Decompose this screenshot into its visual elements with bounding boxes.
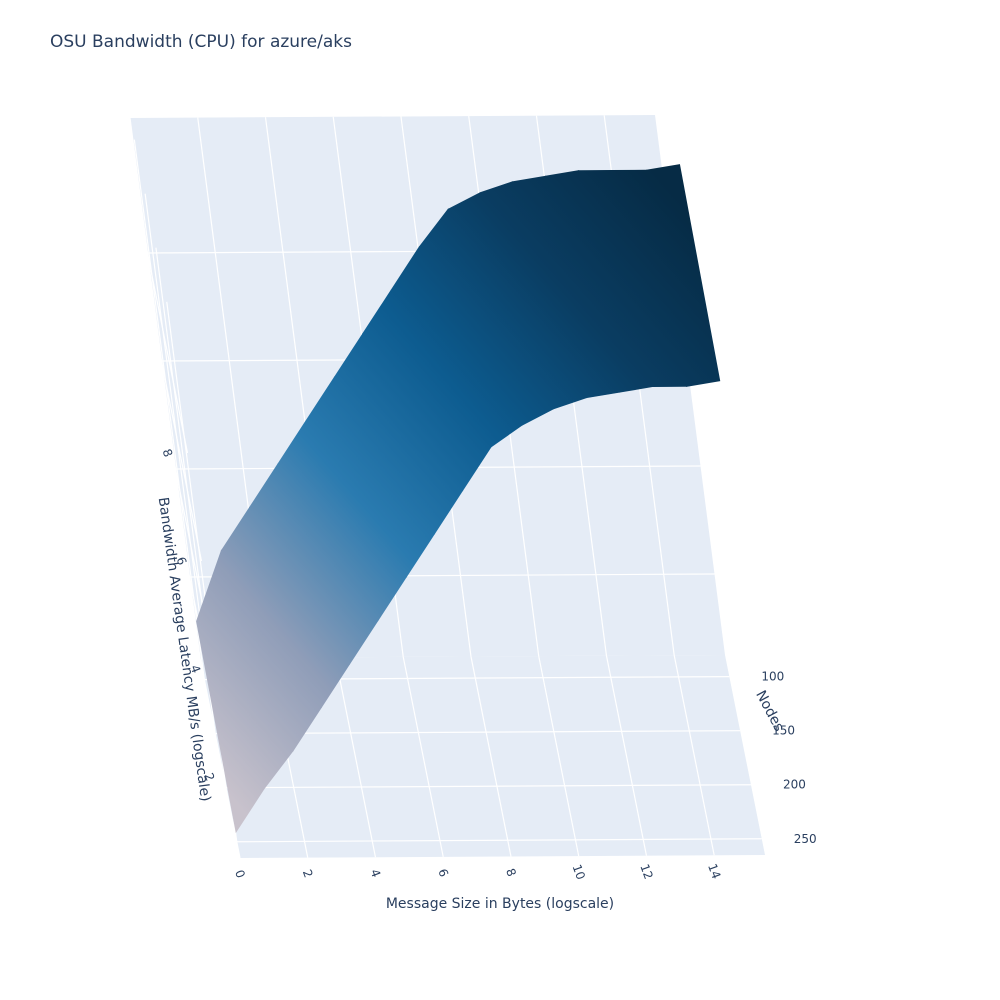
x-tick-label: 6 <box>435 867 451 879</box>
z-tick-label: 8 <box>160 447 176 459</box>
grid-x-floor <box>199 657 241 859</box>
y-tick-label: 150 <box>772 724 795 738</box>
grid-x-floor <box>605 655 648 856</box>
grid-x-floor <box>402 656 444 857</box>
z-axis-ticks: 2 4 6 8 <box>160 447 218 783</box>
x-tick-label: 12 <box>637 862 655 881</box>
y-tick-label: 250 <box>794 832 817 846</box>
surface-segment[interactable] <box>645 164 721 387</box>
chart-title: OSU Bandwidth (CPU) for azure/aks <box>50 32 352 52</box>
x-tick-label: 2 <box>300 868 316 880</box>
x-axis-title: Message Size in Bytes (logscale) <box>386 896 614 912</box>
x-tick-label: 10 <box>570 862 588 881</box>
y-axis-title: Nodes <box>752 688 787 734</box>
grid-x-floor <box>470 656 512 857</box>
grid-x-floor <box>538 655 580 857</box>
z-tick-label: 2 <box>202 771 218 783</box>
x-tick-label: 4 <box>368 867 384 879</box>
floor-plane <box>200 655 765 858</box>
grid-y-floor <box>236 838 762 843</box>
grid-y-floor <box>225 784 751 789</box>
z-tick-label: 6 <box>174 555 190 567</box>
y-axis-ticks: 100 150 200 250 <box>761 670 816 846</box>
z-tick-label: 4 <box>188 663 204 675</box>
grid-y-left <box>133 139 205 680</box>
grid-x-back <box>129 117 201 659</box>
y-tick-label: 200 <box>783 778 806 792</box>
grid-x-floor <box>334 657 377 858</box>
grid-z-left <box>160 360 203 562</box>
x-axis-ticks: 0 2 4 6 8 10 12 14 <box>232 862 723 882</box>
surface-plot[interactable] <box>196 164 721 834</box>
x-tick-label: 14 <box>705 862 723 881</box>
grid-z-left <box>146 252 189 454</box>
grid-x-floor <box>673 655 715 856</box>
y-tick-label: 100 <box>761 670 784 684</box>
x-tick-label: 0 <box>232 868 248 880</box>
x-tick-label: 8 <box>503 866 519 878</box>
